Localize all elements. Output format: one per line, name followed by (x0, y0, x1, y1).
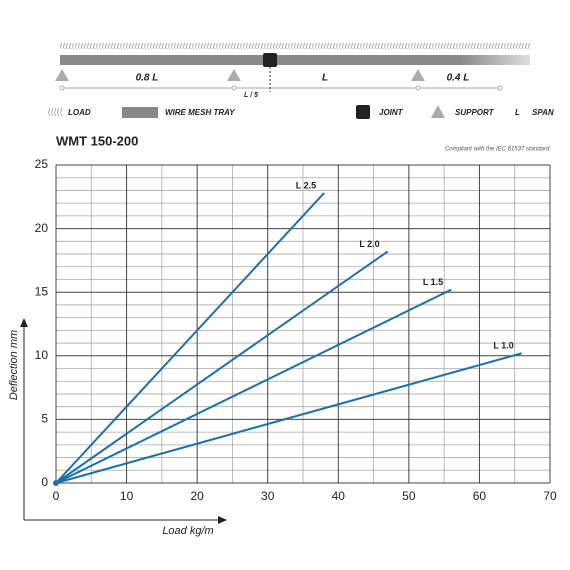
y-axis-title: Deflection mm (8, 330, 20, 400)
span-label: L (322, 73, 328, 84)
legend-text: SUPPORT (455, 108, 495, 117)
load-hatch (60, 43, 530, 49)
series-line (55, 250, 389, 484)
x-tick-label: 10 (120, 489, 134, 503)
chart-subtitle: Compliant with the IEC 61537 standard. (445, 147, 551, 153)
series-label: L 2.5 (296, 180, 316, 190)
y-tick-label: 20 (35, 221, 49, 235)
legend-tray (122, 107, 158, 118)
series-line (55, 352, 523, 484)
x-tick-label: 40 (332, 489, 346, 503)
y-tick-label: 10 (35, 348, 49, 362)
x-tick-label: 50 (402, 489, 416, 503)
legend-joint (356, 105, 370, 119)
y-tick-label: 15 (35, 284, 49, 298)
series-label: L 1.5 (423, 277, 443, 287)
x-tick-label: 70 (543, 489, 557, 503)
x-tick-label: 0 (53, 489, 60, 503)
origin-dot (53, 480, 59, 486)
y-tick-label: 25 (35, 157, 49, 171)
legend-text: JOINT (379, 108, 404, 117)
legend-text: LOAD (68, 108, 91, 117)
series-label: L 2.0 (359, 239, 379, 249)
legend-load (47, 108, 63, 116)
series-line (55, 192, 325, 484)
tray-bar (60, 55, 530, 65)
span-label: 0.8 L (136, 73, 159, 84)
x-tick-label: 20 (190, 489, 204, 503)
joint-offset: L / 5 (244, 92, 258, 99)
x-axis-title: Load kg/m (162, 525, 213, 537)
legend-support (431, 105, 445, 118)
series-label: L 1.0 (493, 341, 513, 351)
x-tick-label: 60 (473, 489, 487, 503)
legend-text: WIRE MESH TRAY (165, 108, 235, 117)
x-tick-label: 30 (261, 489, 275, 503)
span-label: 0.4 L (447, 73, 470, 84)
y-arrowhead (20, 318, 28, 327)
series-line (55, 288, 452, 484)
supports (55, 69, 425, 81)
y-tick-label: 5 (41, 412, 48, 426)
chart-title: WMT 150-200 (56, 133, 138, 148)
x-arrowhead (218, 516, 227, 524)
legend-text: L (515, 108, 520, 117)
legend-text: SPAN (532, 108, 554, 117)
y-tick-label: 0 (41, 475, 48, 489)
span-dots (59, 85, 503, 91)
joint (263, 53, 277, 67)
